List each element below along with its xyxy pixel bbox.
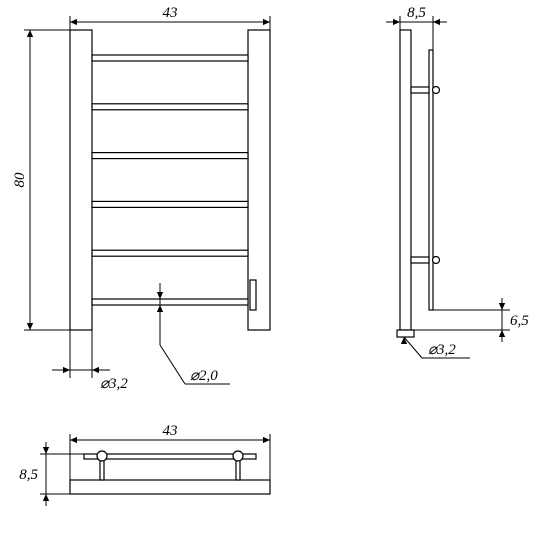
side-view	[397, 30, 440, 337]
technical-drawing: 43 80 ⌀3,2 ⌀2,0 8,5 6,5 ⌀3,2 43 8,5	[0, 0, 550, 550]
svg-text:80: 80	[12, 172, 28, 188]
front-view	[70, 30, 270, 330]
svg-text:8,5: 8,5	[407, 5, 426, 21]
svg-text:⌀2,0: ⌀2,0	[190, 368, 218, 384]
svg-text:8,5: 8,5	[19, 467, 38, 483]
svg-text:⌀3,2: ⌀3,2	[428, 342, 456, 358]
svg-text:43: 43	[163, 423, 178, 439]
svg-text:6,5: 6,5	[510, 313, 529, 329]
svg-text:43: 43	[163, 5, 178, 21]
top-view	[70, 451, 270, 494]
svg-text:⌀3,2: ⌀3,2	[100, 376, 128, 392]
